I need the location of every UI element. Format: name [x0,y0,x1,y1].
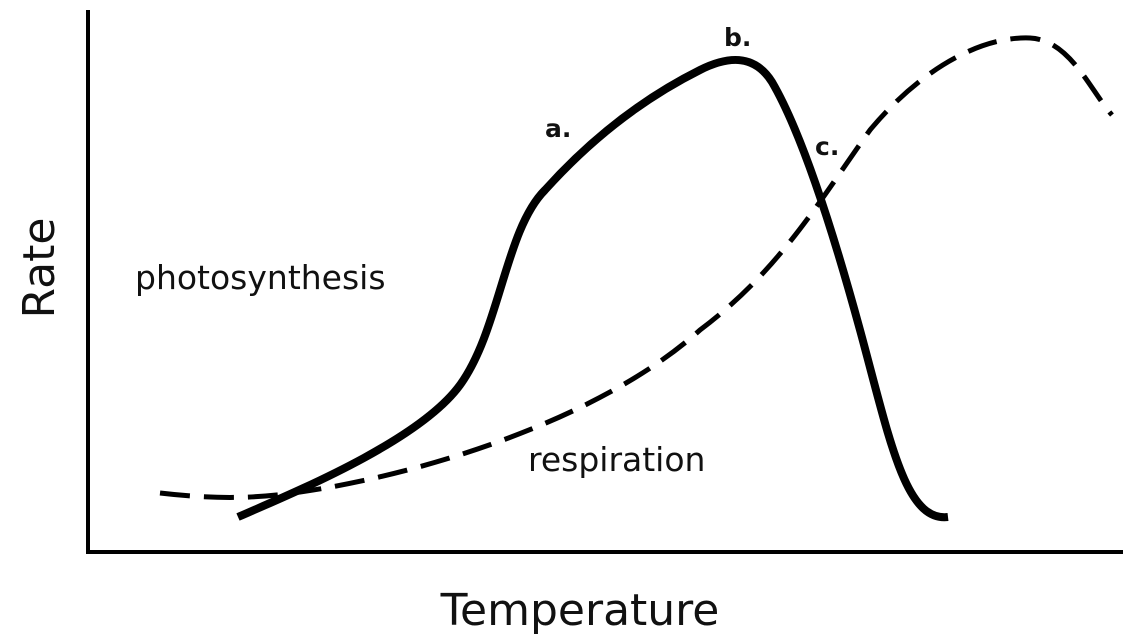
photosynthesis-curve [236,55,949,522]
y-axis-label: Rate [14,218,65,319]
point-label: c. [815,132,839,161]
curve-label: photosynthesis [135,258,386,297]
point-label: b. [724,23,751,52]
x-axis-label: Temperature [440,585,720,636]
curve-label: respiration [528,440,705,479]
point-label: a. [545,114,571,143]
